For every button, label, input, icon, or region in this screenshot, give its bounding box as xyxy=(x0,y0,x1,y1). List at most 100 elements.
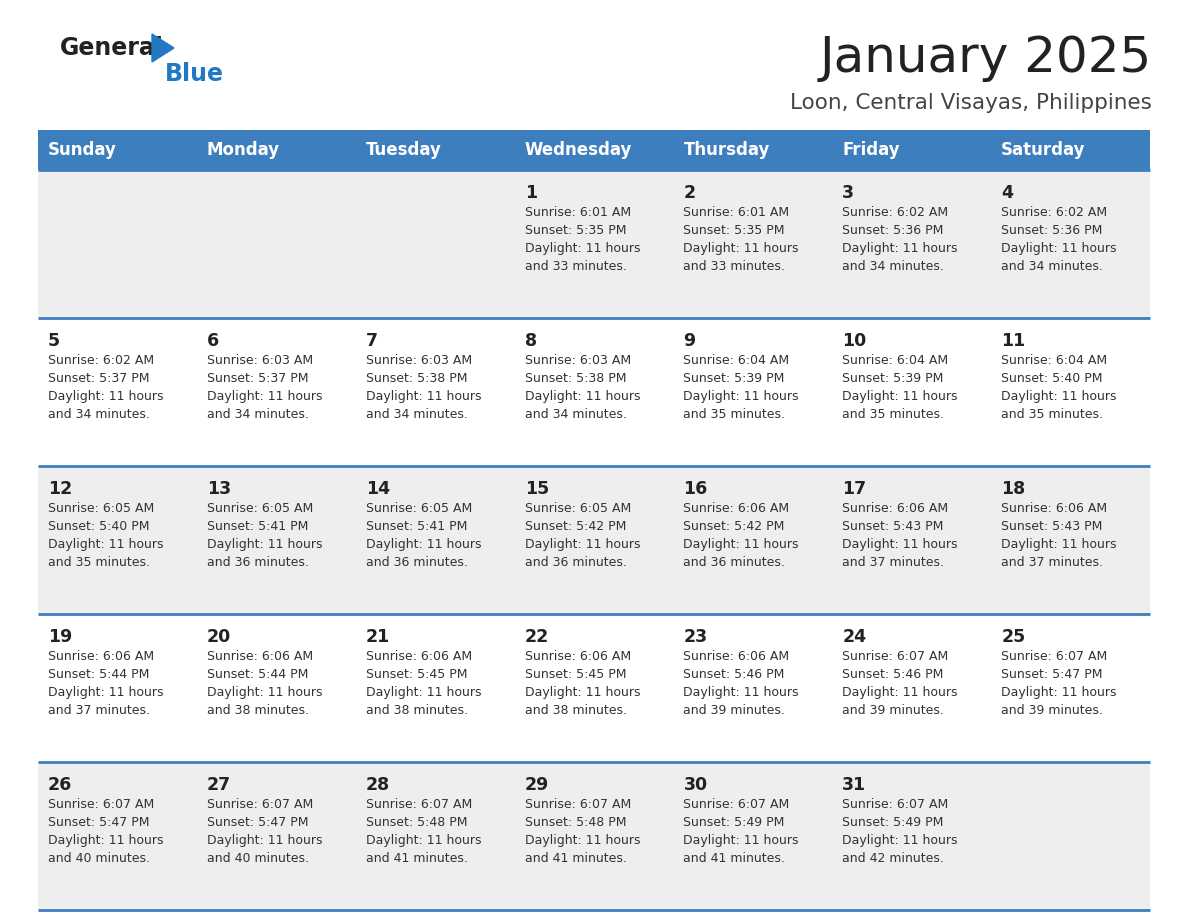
Text: Sunrise: 6:04 AM: Sunrise: 6:04 AM xyxy=(683,354,790,367)
Text: Daylight: 11 hours: Daylight: 11 hours xyxy=(366,390,481,403)
Text: Sunrise: 6:06 AM: Sunrise: 6:06 AM xyxy=(842,502,948,515)
Text: 16: 16 xyxy=(683,480,708,498)
Text: 28: 28 xyxy=(366,776,390,794)
Text: Daylight: 11 hours: Daylight: 11 hours xyxy=(207,834,322,847)
Text: 19: 19 xyxy=(48,628,72,646)
Text: and 34 minutes.: and 34 minutes. xyxy=(366,408,468,421)
Text: and 37 minutes.: and 37 minutes. xyxy=(842,556,944,569)
Text: Sunrise: 6:04 AM: Sunrise: 6:04 AM xyxy=(1001,354,1107,367)
Text: 7: 7 xyxy=(366,332,378,350)
Bar xyxy=(38,762,1150,910)
Bar xyxy=(38,614,1150,762)
Text: Sunday: Sunday xyxy=(48,141,116,159)
Text: Daylight: 11 hours: Daylight: 11 hours xyxy=(1001,686,1117,699)
Text: Sunrise: 6:07 AM: Sunrise: 6:07 AM xyxy=(207,798,314,811)
Text: Daylight: 11 hours: Daylight: 11 hours xyxy=(683,538,798,551)
Text: and 36 minutes.: and 36 minutes. xyxy=(525,556,626,569)
Bar xyxy=(514,614,674,762)
Text: and 37 minutes.: and 37 minutes. xyxy=(1001,556,1104,569)
Bar xyxy=(197,614,355,762)
Text: and 34 minutes.: and 34 minutes. xyxy=(525,408,626,421)
Bar xyxy=(355,466,514,614)
Text: and 41 minutes.: and 41 minutes. xyxy=(366,852,468,865)
Text: Sunset: 5:49 PM: Sunset: 5:49 PM xyxy=(683,816,785,829)
Bar xyxy=(674,762,833,910)
Text: Sunrise: 6:07 AM: Sunrise: 6:07 AM xyxy=(48,798,154,811)
Text: Sunset: 5:47 PM: Sunset: 5:47 PM xyxy=(1001,668,1102,681)
Text: and 34 minutes.: and 34 minutes. xyxy=(48,408,150,421)
Text: 21: 21 xyxy=(366,628,390,646)
Text: Sunset: 5:36 PM: Sunset: 5:36 PM xyxy=(842,224,943,237)
Text: Monday: Monday xyxy=(207,141,280,159)
Text: Daylight: 11 hours: Daylight: 11 hours xyxy=(842,834,958,847)
Text: Sunset: 5:37 PM: Sunset: 5:37 PM xyxy=(48,372,150,385)
Text: 30: 30 xyxy=(683,776,708,794)
Text: Sunrise: 6:05 AM: Sunrise: 6:05 AM xyxy=(48,502,154,515)
Text: 22: 22 xyxy=(525,628,549,646)
Text: Daylight: 11 hours: Daylight: 11 hours xyxy=(525,686,640,699)
Text: Sunset: 5:47 PM: Sunset: 5:47 PM xyxy=(48,816,150,829)
Text: 20: 20 xyxy=(207,628,232,646)
Bar xyxy=(38,466,1150,614)
Text: Sunset: 5:44 PM: Sunset: 5:44 PM xyxy=(207,668,308,681)
Text: Daylight: 11 hours: Daylight: 11 hours xyxy=(48,538,164,551)
Text: Sunrise: 6:05 AM: Sunrise: 6:05 AM xyxy=(207,502,314,515)
Text: Daylight: 11 hours: Daylight: 11 hours xyxy=(207,538,322,551)
Text: Sunrise: 6:06 AM: Sunrise: 6:06 AM xyxy=(207,650,312,663)
Text: Sunrise: 6:01 AM: Sunrise: 6:01 AM xyxy=(525,206,631,219)
Text: and 39 minutes.: and 39 minutes. xyxy=(842,704,944,717)
Text: Blue: Blue xyxy=(165,62,225,86)
Bar xyxy=(38,614,197,762)
Text: General: General xyxy=(61,36,164,60)
Bar xyxy=(38,170,1150,318)
Text: 1: 1 xyxy=(525,184,537,202)
Text: and 35 minutes.: and 35 minutes. xyxy=(683,408,785,421)
Text: Sunset: 5:40 PM: Sunset: 5:40 PM xyxy=(48,520,150,533)
Text: Daylight: 11 hours: Daylight: 11 hours xyxy=(1001,538,1117,551)
Text: Daylight: 11 hours: Daylight: 11 hours xyxy=(48,390,164,403)
Text: Daylight: 11 hours: Daylight: 11 hours xyxy=(683,686,798,699)
Text: and 39 minutes.: and 39 minutes. xyxy=(1001,704,1102,717)
Text: Sunset: 5:47 PM: Sunset: 5:47 PM xyxy=(207,816,309,829)
Text: Daylight: 11 hours: Daylight: 11 hours xyxy=(48,834,164,847)
Text: and 34 minutes.: and 34 minutes. xyxy=(1001,260,1102,273)
Bar xyxy=(38,466,197,614)
Text: Sunrise: 6:03 AM: Sunrise: 6:03 AM xyxy=(207,354,312,367)
Text: Sunrise: 6:02 AM: Sunrise: 6:02 AM xyxy=(842,206,948,219)
Text: Daylight: 11 hours: Daylight: 11 hours xyxy=(366,538,481,551)
Text: Sunset: 5:40 PM: Sunset: 5:40 PM xyxy=(1001,372,1102,385)
Text: and 36 minutes.: and 36 minutes. xyxy=(366,556,468,569)
Text: and 37 minutes.: and 37 minutes. xyxy=(48,704,150,717)
Bar xyxy=(833,318,991,466)
Text: Sunrise: 6:02 AM: Sunrise: 6:02 AM xyxy=(48,354,154,367)
Text: Sunset: 5:43 PM: Sunset: 5:43 PM xyxy=(842,520,943,533)
Text: and 35 minutes.: and 35 minutes. xyxy=(48,556,150,569)
Text: Sunset: 5:48 PM: Sunset: 5:48 PM xyxy=(525,816,626,829)
Text: Daylight: 11 hours: Daylight: 11 hours xyxy=(525,242,640,255)
Text: Daylight: 11 hours: Daylight: 11 hours xyxy=(525,390,640,403)
Bar xyxy=(833,466,991,614)
Text: 25: 25 xyxy=(1001,628,1025,646)
Text: 26: 26 xyxy=(48,776,72,794)
Text: 15: 15 xyxy=(525,480,549,498)
Text: Sunrise: 6:07 AM: Sunrise: 6:07 AM xyxy=(683,798,790,811)
Bar xyxy=(514,466,674,614)
Text: Sunset: 5:45 PM: Sunset: 5:45 PM xyxy=(366,668,467,681)
Text: Sunset: 5:49 PM: Sunset: 5:49 PM xyxy=(842,816,943,829)
Text: Saturday: Saturday xyxy=(1001,141,1086,159)
Text: Sunrise: 6:07 AM: Sunrise: 6:07 AM xyxy=(525,798,631,811)
Text: and 41 minutes.: and 41 minutes. xyxy=(683,852,785,865)
Text: Sunrise: 6:06 AM: Sunrise: 6:06 AM xyxy=(366,650,472,663)
Text: 24: 24 xyxy=(842,628,866,646)
Text: 3: 3 xyxy=(842,184,854,202)
Bar xyxy=(197,466,355,614)
Text: Sunset: 5:41 PM: Sunset: 5:41 PM xyxy=(366,520,467,533)
Text: and 36 minutes.: and 36 minutes. xyxy=(207,556,309,569)
Text: 14: 14 xyxy=(366,480,390,498)
Bar xyxy=(355,762,514,910)
Text: 23: 23 xyxy=(683,628,708,646)
Text: 29: 29 xyxy=(525,776,549,794)
Text: Sunrise: 6:04 AM: Sunrise: 6:04 AM xyxy=(842,354,948,367)
Text: Daylight: 11 hours: Daylight: 11 hours xyxy=(207,390,322,403)
Text: Daylight: 11 hours: Daylight: 11 hours xyxy=(525,834,640,847)
